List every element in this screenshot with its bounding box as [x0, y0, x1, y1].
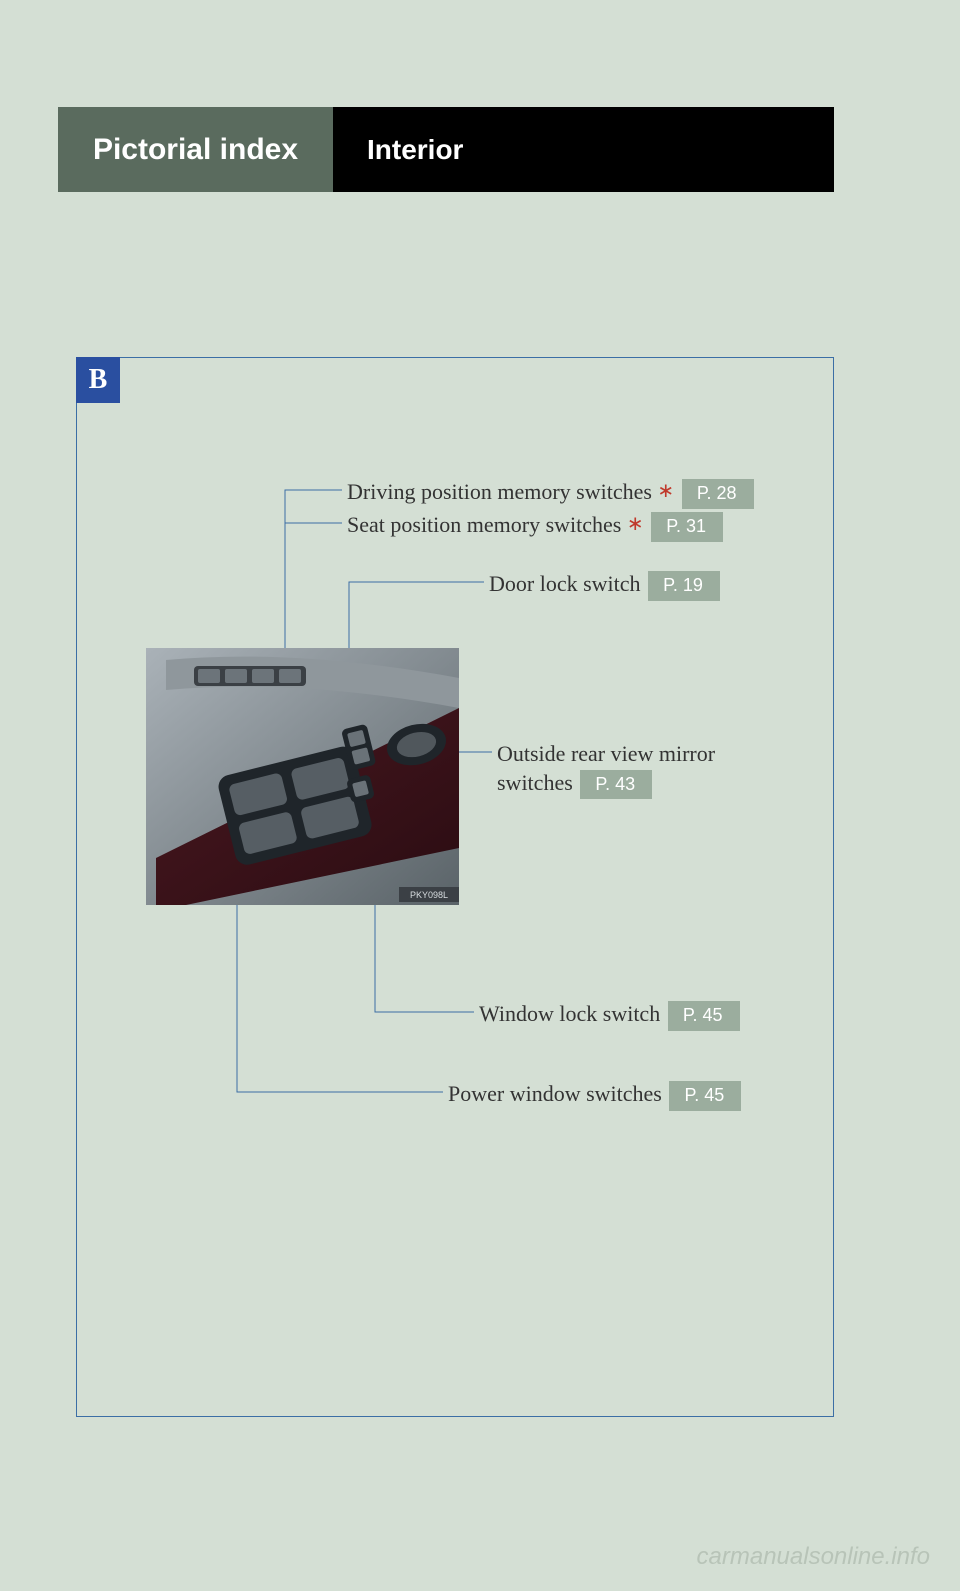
header-title-right: Interior	[333, 107, 834, 192]
header: Pictorial index Interior	[58, 107, 834, 192]
content-panel: B Driving position memory switches ∗ P. …	[76, 357, 834, 1417]
watermark: carmanualsonline.info	[697, 1543, 930, 1571]
image-id-text: PKY098L	[410, 890, 448, 900]
door-panel-photo: PKY098L	[146, 648, 459, 905]
header-title-left: Pictorial index	[58, 107, 333, 192]
